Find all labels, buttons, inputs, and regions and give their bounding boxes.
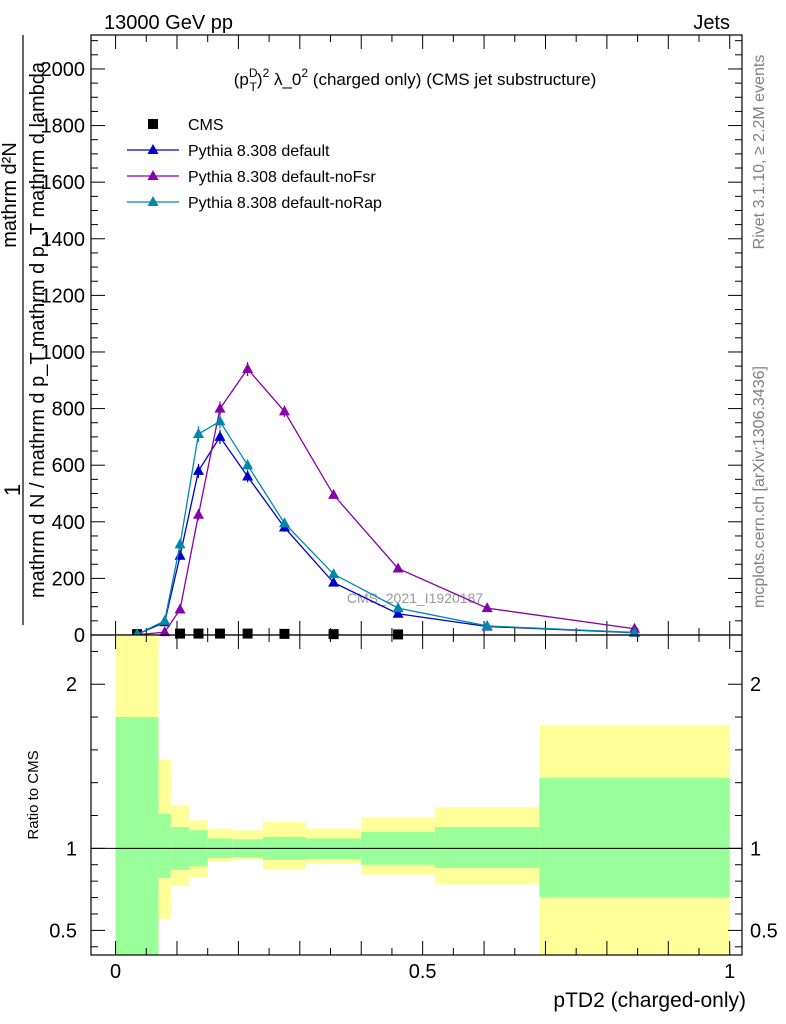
watermark-label: CMS_2021_I1920187 [347,590,483,606]
ratio-y-tick-label-right: 1 [750,838,761,860]
y-tick-label: 800 [52,399,85,421]
y-tick-label: 400 [52,512,85,534]
y-tick-label: 1000 [41,342,86,364]
data-point [392,602,404,613]
ratio-band-inner [158,813,171,878]
data-point [629,626,641,637]
y-tick-label: 1400 [41,229,86,251]
main-panel: (pD T)2 λ_02 (charged only) (CMS jet subs… [41,34,743,647]
data-point [328,576,340,587]
x-tick-label: 0.5 [409,961,437,983]
legend-label: Pythia 8.308 default-noRap [188,195,382,212]
y-label-one: 1 [0,484,25,496]
series-1 [131,429,641,639]
data-point-cms [242,628,253,639]
data-point [242,470,254,481]
data-point [159,626,171,637]
data-point [214,415,226,426]
ratio-y-tick-label: 2 [66,674,77,696]
data-point [242,362,254,373]
ratio-y-tick-label-right: 2 [750,674,761,696]
data-point [481,602,493,613]
ratio-x-ticks: 0 0.5 1 [110,635,735,983]
x-axis-label: pTD2 (charged-only) [553,989,746,1012]
legend-label: Pythia 8.308 default [188,143,330,160]
legend-marker [147,196,159,206]
data-point-cms [279,628,290,639]
data-point [392,607,404,618]
data-point [192,508,204,519]
ratio-band-inner [434,827,540,869]
legend-marker [147,144,159,154]
y-label-numerator: mathrm d²N [0,142,21,248]
y-tick-label: 200 [52,568,85,590]
y-tick-label: 1800 [41,116,86,138]
data-point [242,459,254,470]
ratio-y-ticks: 0.5 0.5 1 1 2 2 [49,650,778,948]
main-y-axis-label: 1 mathrm d²N mathrm d N / mathrm d p_T m… [0,35,49,625]
ratio-panel-frame [90,634,743,956]
legend-label: CMS [188,117,224,134]
data-point-cms [214,628,225,639]
data-point [174,549,186,560]
data-point [214,430,226,441]
ratio-y-tick-label-right: 0.5 [750,920,778,942]
x-tick-label: 1 [724,961,735,983]
energy-label: 13000 GeV pp [104,12,233,34]
data-point [328,568,340,579]
legend-item: Pythia 8.308 default [127,143,330,160]
legend-item: Pythia 8.308 default-noRap [127,195,382,212]
data-point [481,619,493,630]
y-tick-label: 0 [74,625,85,647]
data-point-cms [328,629,339,640]
ratio-y-tick-label: 0.5 [49,920,77,942]
ratio-y-tick-label: 1 [66,838,77,860]
ratio-band-inner [539,777,730,898]
series-3 [131,414,641,639]
data-point-cms [193,628,204,639]
data-point [192,428,204,439]
legend-marker [148,119,158,129]
legend-label: Pythia 8.308 default-noFsr [188,169,376,186]
data-point [159,614,171,625]
main-y-ticks: 0 200 400 600 800 1000 1200 1400 1600 1800 2000 [41,40,742,647]
main-x-ticks [115,35,731,635]
ratio-panel: 0.5 0.51 12 2 0 0.5 1 Ratio to CMS pTD2 (char… [25,634,778,1012]
data-point [328,488,340,499]
legend-marker [147,170,159,180]
ratio-bands [115,635,730,955]
legend-item: CMS [148,117,224,134]
legend: CMS Pythia 8.308 default Pythia 8.308 defa… [127,117,382,212]
x-tick-label: 0 [110,961,121,983]
series-0 [132,628,404,640]
category-label: Jets [693,12,730,34]
chart-title: (pD T)2 λ_02 (charged only) (CMS jet subs… [234,66,596,94]
y-tick-label: 1600 [41,172,86,194]
ratio-band-inner [115,717,159,955]
data-point [174,538,186,549]
y-tick-label: 2000 [41,59,86,81]
data-point [278,405,290,416]
y-label-denominator: mathrm d N / mathrm d p_T mathrm d p_T m… [27,61,49,598]
data-point [278,517,290,528]
mcplots-label: mcplots.cern.ch [arXiv:1306.3436] [751,366,768,608]
ratio-y-label: Ratio to CMS [25,750,42,839]
rivet-version-label: Rivet 3.1.10, ≥ 2.2M events [751,55,768,250]
data-point [192,464,204,475]
data-point [214,402,226,413]
y-tick-label: 600 [52,455,85,477]
data-point-cms [175,628,186,639]
y-tick-label: 1200 [41,285,86,307]
legend-item: Pythia 8.308 default-noFsr [127,169,376,186]
data-point [392,562,404,573]
data-point [174,603,186,614]
